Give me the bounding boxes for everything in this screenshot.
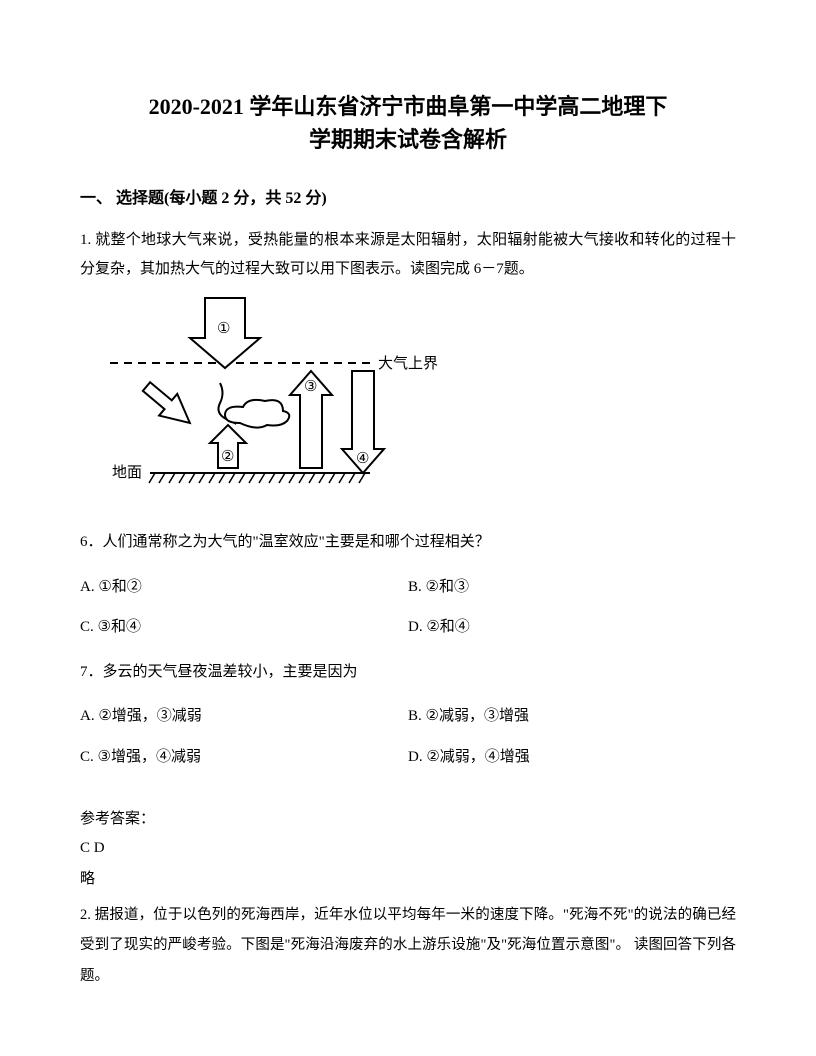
svg-text:②: ②: [221, 449, 234, 465]
q6-text: 6．人们通常称之为大气的"温室效应"主要是和哪个过程相关？: [80, 528, 736, 557]
q1-intro: 1. 就整个地球大气来说，受热能量的根本来源是太阳辐射，太阳辐射能被大气接收和转…: [80, 226, 736, 283]
q6-options: A. ①和② B. ②和③ C. ③和④ D. ②和④: [80, 567, 736, 648]
q6-opt-b: B. ②和③: [408, 573, 736, 602]
q6-opt-a: A. ①和②: [80, 573, 408, 602]
q7-opt-a: A. ②增强，③减弱: [80, 702, 408, 731]
q7-options: A. ②增强，③减弱 B. ②减弱，③增强 C. ③增强，④减弱 D. ②减弱，…: [80, 696, 736, 777]
diagram-svg: 大气上界地面 ① ② ③ ④: [110, 293, 440, 503]
atmosphere-diagram: 大气上界地面 ① ② ③ ④: [110, 293, 736, 508]
answer-note: 略: [80, 867, 736, 888]
svg-text:大气上界: 大气上界: [378, 355, 438, 372]
svg-text:地面: 地面: [112, 464, 142, 481]
answer-header: 参考答案：: [80, 807, 736, 828]
title-line-1: 2020-2021 学年山东省济宁市曲阜第一中学高二地理下: [80, 90, 736, 123]
q7-opt-c: C. ③增强，④减弱: [80, 743, 408, 772]
svg-text:①: ①: [217, 321, 230, 337]
exam-page: 2020-2021 学年山东省济宁市曲阜第一中学高二地理下 学期期末试卷含解析 …: [0, 0, 816, 1051]
q7-opt-b: B. ②减弱，③增强: [408, 702, 736, 731]
q6-opt-d: D. ②和④: [408, 613, 736, 642]
svg-text:③: ③: [304, 379, 317, 395]
q7-opt-d: D. ②减弱，④增强: [408, 743, 736, 772]
answer-value: C D: [80, 840, 736, 857]
q6-opt-c: C. ③和④: [80, 613, 408, 642]
page-title: 2020-2021 学年山东省济宁市曲阜第一中学高二地理下 学期期末试卷含解析: [80, 90, 736, 156]
title-line-2: 学期期末试卷含解析: [80, 123, 736, 156]
svg-text:④: ④: [356, 451, 369, 467]
q2-intro: 2. 据报道，位于以色列的死海西岸，近年水位以平均每年一米的速度下降。"死海不死…: [80, 900, 736, 991]
q7-text: 7．多云的天气昼夜温差较小，主要是因为: [80, 658, 736, 687]
section-header: 一、 选择题(每小题 2 分，共 52 分): [80, 184, 736, 208]
